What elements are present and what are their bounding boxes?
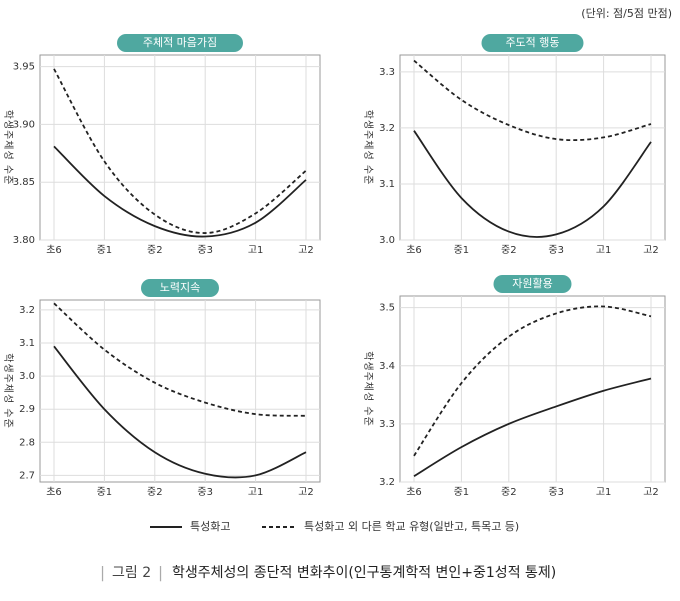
x-tick-label: 중3 [548,244,564,256]
x-tick-label: 중2 [147,244,163,256]
x-tick-label: 중1 [454,486,470,498]
x-tick-label: 중2 [501,244,517,256]
y-tick-label: 3.2 [379,477,395,488]
y-tick-label: 3.85 [13,177,35,188]
x-tick-label: 중3 [548,486,564,498]
y-tick-label: 3.2 [19,305,35,316]
y-tick-label: 3.1 [19,338,35,349]
y-tick-label: 3.90 [13,119,35,130]
y-axis-label: 학생주체성 수준 [362,351,374,427]
x-tick-label: 고1 [248,487,264,498]
x-tick-label: 중3 [197,244,213,256]
caption-text: 학생주체성의 종단적 변화추이(인구통계학적 변인+중1성적 통제) [172,565,556,581]
x-tick-label: 중1 [97,486,113,498]
y-tick-label: 3.3 [379,67,395,78]
series-line [53,302,307,417]
y-tick-label: 3.80 [13,235,35,246]
series-line [53,345,307,479]
plot-area [39,299,321,483]
y-tick-label: 3.5 [379,303,395,314]
plot-area [399,54,666,241]
chart-title: 주도적 행동 [505,36,559,49]
x-tick-label: 초6 [406,486,422,498]
title-pill [141,279,219,297]
x-tick-label: 초6 [46,486,62,498]
x-tick-label: 중3 [197,486,213,498]
x-tick-label: 초6 [46,244,62,256]
y-tick-label: 2.9 [19,404,35,415]
y-axis-label: 학생주체성 수준 [2,353,14,429]
y-tick-label: 3.3 [379,419,395,430]
y-axis-label: 학생주체성 수준 [362,110,374,186]
legend-label: 특성화고 [190,520,230,533]
x-tick-label: 중2 [147,486,163,498]
x-tick-label: 고2 [298,245,314,256]
y-tick-label: 3.0 [379,235,395,246]
plot-area [39,54,321,241]
title-pill [481,34,584,52]
y-tick-label: 2.7 [19,470,35,481]
x-tick-label: 고2 [643,487,659,498]
series-line [413,377,652,477]
caption-figure: 그림 2 [112,565,151,581]
x-tick-label: 고1 [596,245,612,256]
series-line [53,68,307,234]
legend-label: 특성화고 외 다른 학교 유형(일반고, 특목고 등) [304,519,519,533]
x-tick-label: 고2 [298,487,314,498]
y-tick-label: 3.2 [379,123,395,134]
title-pill [493,275,572,293]
y-tick-label: 3.1 [379,179,395,190]
x-tick-label: 고1 [596,487,612,498]
series-line [413,59,652,142]
title-pill [117,34,243,52]
caption-bar: | [158,564,163,582]
x-tick-label: 중1 [97,244,113,256]
unit-note: (단위: 점/5점 만점) [581,7,672,20]
y-tick-label: 3.0 [19,371,35,382]
chart-title: 자원활용 [512,276,552,290]
x-tick-label: 중2 [501,486,517,498]
series-line [53,145,307,238]
y-tick-label: 2.8 [19,437,35,448]
caption-bar: | [100,564,105,582]
y-tick-label: 3.95 [13,62,35,73]
series-line [413,130,652,238]
series-line [413,305,652,457]
plot-area [399,295,666,483]
x-tick-label: 초6 [406,244,422,256]
chart-title: 주체적 마음가짐 [143,36,217,49]
y-tick-label: 3.4 [379,361,395,372]
x-tick-label: 중1 [454,244,470,256]
x-tick-label: 고2 [643,245,659,256]
chart-title: 노력지속 [160,281,200,294]
y-axis-label: 학생주체성 수준 [2,110,14,186]
x-tick-label: 고1 [248,245,264,256]
